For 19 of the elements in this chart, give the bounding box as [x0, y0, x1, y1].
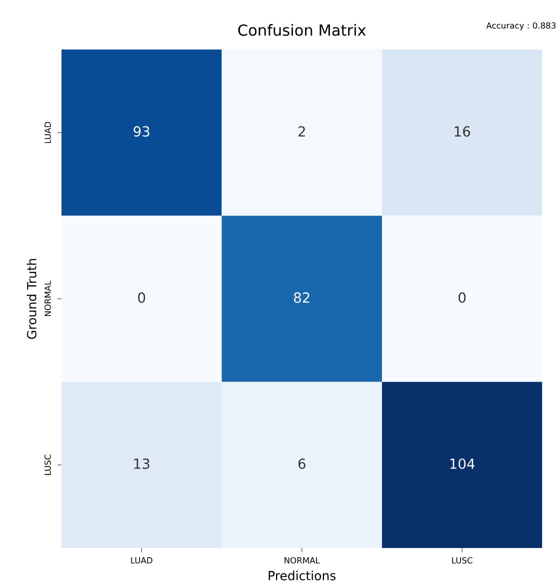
data-label: 13 — [134, 458, 150, 469]
data-label: 82 — [294, 292, 310, 303]
x-tick-label: LUAD — [131, 557, 152, 564]
x-axis-title: Predictions — [268, 570, 336, 580]
data-label: 104 — [450, 458, 475, 469]
x-tick-label: LUSC — [452, 557, 472, 564]
data-label: 93 — [134, 126, 150, 137]
text: Accuracy : 0.883 — [486, 22, 556, 30]
data-label: 0 — [138, 292, 146, 303]
chart-title: Confusion Matrix — [238, 24, 366, 36]
y-axis-title: Ground Truth — [26, 259, 36, 339]
y-tick-label: LUAD — [44, 122, 51, 144]
x-tick-label: NORMAL — [284, 557, 320, 564]
data-label: 0 — [458, 292, 466, 303]
y-tick-label: NORMAL — [44, 280, 51, 316]
data-label: 2 — [298, 126, 305, 136]
data-label: 6 — [298, 458, 306, 469]
y-tick-label: LUSC — [44, 454, 51, 475]
data-label: 16 — [454, 126, 470, 137]
